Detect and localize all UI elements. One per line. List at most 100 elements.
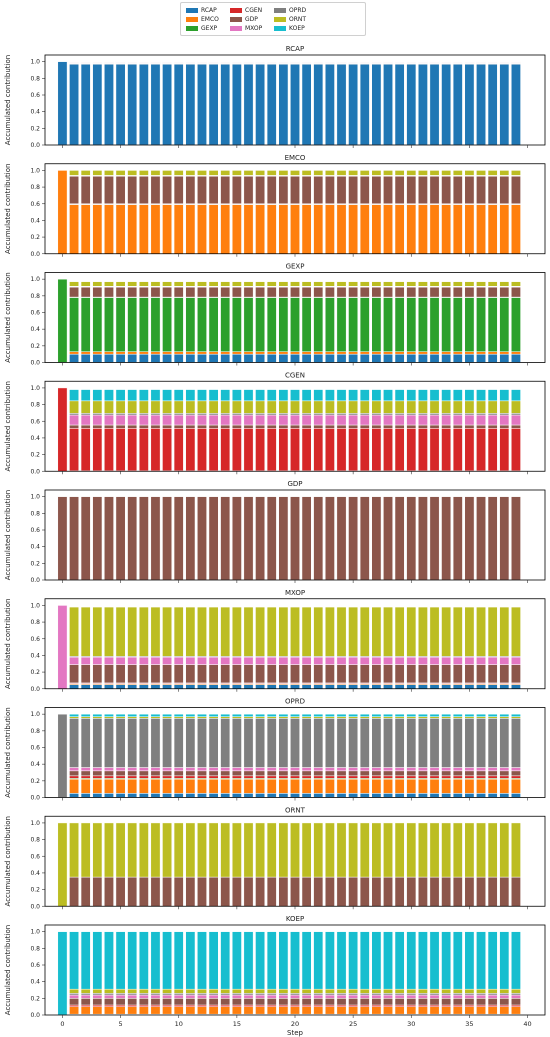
bar-segment-oprd	[278, 718, 289, 768]
bar-segment-gdp	[418, 770, 428, 777]
bar-segment-koep	[266, 713, 277, 717]
bar-segment-mxop	[301, 767, 312, 772]
bar-segment-gdp	[511, 176, 521, 204]
bar-segment-ornt	[452, 606, 463, 657]
legend-swatch	[186, 8, 198, 13]
bar-segment-cgen	[255, 775, 266, 779]
bar-segment-emco	[394, 204, 405, 254]
legend-item-mxop: MXOP	[230, 24, 274, 33]
bar-segment-gdp	[359, 496, 370, 581]
bar-segment-rcap	[487, 63, 498, 146]
bar-segment-emco	[511, 204, 521, 254]
bar-segment-emco	[441, 204, 452, 254]
bar-segment-gdp	[348, 876, 359, 907]
bar-segment-ornt	[464, 606, 475, 657]
bar-segment-oprd	[127, 718, 138, 768]
bar-segment-gexp	[336, 297, 347, 352]
bar-segment-gdp	[452, 176, 463, 204]
bar-segment-koep	[173, 713, 184, 717]
bar-segment-cgen	[266, 428, 277, 472]
bar-segment-emco	[290, 1006, 300, 1015]
bar-segment-mxop	[371, 767, 382, 772]
bar-segment-mxop	[290, 767, 300, 772]
bar-segment-gdp	[499, 424, 510, 429]
bar-segment-cgen	[394, 775, 405, 779]
bar-segment-ornt	[162, 400, 172, 414]
bar-segment-emco	[301, 204, 312, 254]
bar-segment-gdp	[406, 664, 417, 684]
bar-segment-ornt	[92, 400, 103, 414]
y-tick-label: 0.8	[30, 184, 40, 191]
bar-segment-rcap	[115, 793, 126, 798]
bar-segment-rcap	[406, 63, 417, 146]
bar-segment-mxop	[371, 414, 382, 426]
bar-segment-cgen	[255, 1004, 266, 1007]
chart-legend: RCAP CGEN OPRD EMCO GDP ORNT GEXP MXOP KOEP	[180, 2, 366, 36]
bar-segment-koep	[173, 931, 184, 990]
bar-segment-mxop	[92, 767, 103, 772]
bar-segment-koep	[441, 389, 452, 402]
bar-segment-gdp	[80, 998, 91, 1006]
bar-segment-mxop	[441, 767, 452, 772]
bar-segment-gdp	[487, 998, 498, 1006]
bar-segment-cgen	[418, 775, 428, 779]
bar-segment-gdp	[231, 424, 242, 429]
bar-segment-gdp	[255, 770, 266, 777]
bar-segment-koep	[80, 713, 91, 717]
bar-segment-gdp	[92, 496, 103, 581]
bar-segment-ornt	[278, 822, 289, 878]
bar-segment-mxop	[173, 656, 184, 665]
bar-segment-mxop	[266, 414, 277, 426]
bar-segment-emco	[511, 778, 521, 794]
bar-segment-koep	[127, 931, 138, 990]
bar-segment-cgen	[80, 1004, 91, 1007]
bar-segment-ornt	[511, 400, 521, 414]
bar-segment-emco	[162, 351, 172, 355]
bar-segment-cgen	[499, 775, 510, 779]
bar-segment-mxop	[255, 994, 266, 999]
bar-segment-emco	[313, 778, 324, 794]
bar-segment-rcap	[313, 353, 324, 363]
bar-segment-emco	[231, 351, 242, 355]
bar-segment-rcap	[313, 63, 324, 146]
bar-segment-mxop	[324, 656, 335, 665]
bar-segment-gdp	[394, 496, 405, 581]
bar-segment-gdp	[127, 664, 138, 684]
bar-segment-mxop	[511, 414, 521, 426]
bar-segment-koep	[266, 931, 277, 990]
legend-swatch	[230, 26, 242, 31]
bar-segment-ornt	[511, 822, 521, 878]
bar-segment-emco	[348, 778, 359, 794]
bar-segment-mxop	[208, 767, 219, 772]
bar-segment-emco	[429, 204, 440, 254]
bar-segment-emco	[418, 204, 428, 254]
bar-segment-ornt	[115, 988, 126, 994]
bar-segment-gdp	[359, 286, 370, 298]
bar-segment-ornt	[69, 606, 79, 657]
bar-segment-ornt	[464, 400, 475, 414]
bar-segment-mxop	[127, 767, 138, 772]
bar-segment-oprd	[476, 718, 486, 768]
bar-segment-gdp	[383, 770, 393, 777]
bar-segment-rcap	[92, 793, 103, 798]
bar-segment-gdp	[301, 286, 312, 298]
bar-segment-ornt	[80, 822, 91, 878]
bar-segment-gdp	[313, 998, 324, 1006]
bar-segment-emco	[173, 204, 184, 254]
bar-segment-ornt	[313, 606, 324, 657]
bar-segment-oprd	[359, 718, 370, 768]
bar-segment-mxop	[499, 656, 510, 665]
bar-segment-gdp	[127, 998, 138, 1006]
bar-segment-gdp	[429, 496, 440, 581]
bar-segment-emco	[290, 351, 300, 355]
bar-segment-cgen	[290, 1004, 300, 1007]
bar-segment-gdp	[476, 286, 486, 298]
bar-segment-gdp	[266, 286, 277, 298]
bar-segment-gdp	[69, 496, 79, 581]
bar-segment-cgen	[220, 428, 231, 472]
bar-segment-gdp	[104, 998, 114, 1006]
bar-segment-gdp	[418, 286, 428, 298]
bar-segment-gexp	[127, 297, 138, 352]
bar-segment-gdp	[313, 496, 324, 581]
bar-segment-gdp	[80, 286, 91, 298]
